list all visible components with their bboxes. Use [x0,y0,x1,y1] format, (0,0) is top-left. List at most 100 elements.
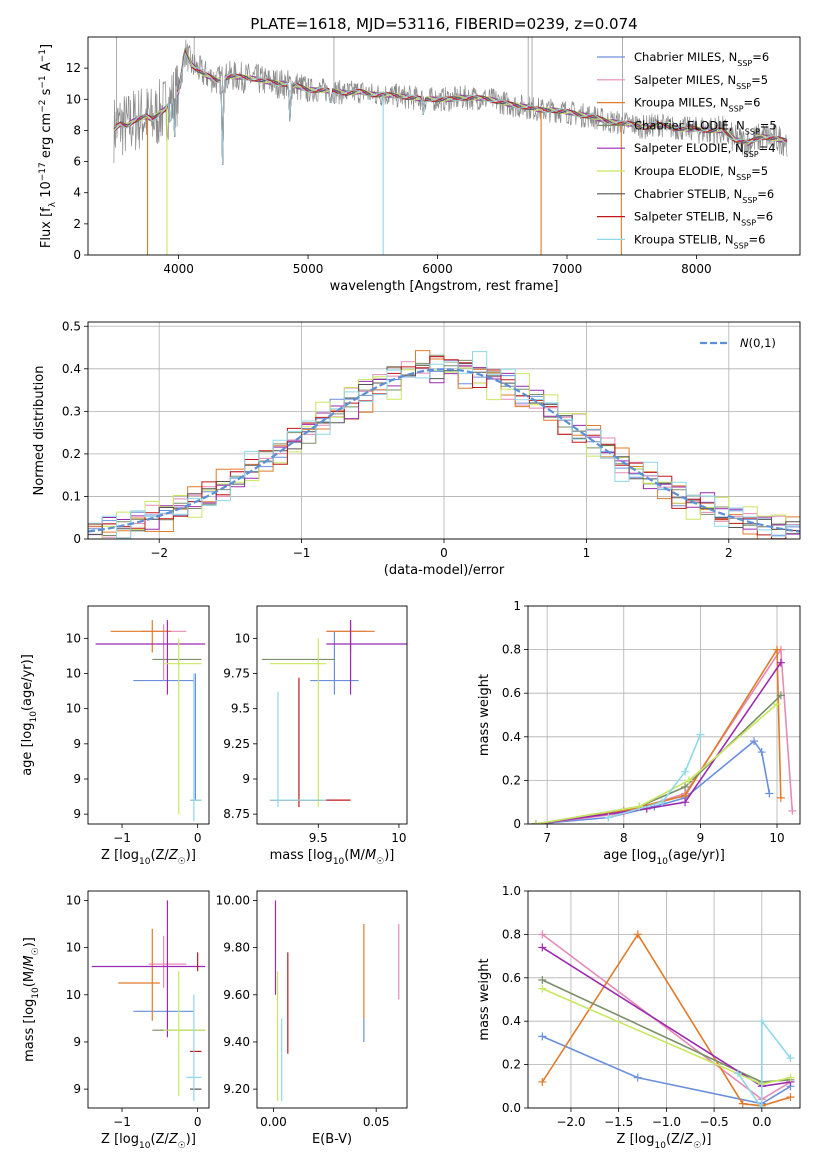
y-tick-label: 0 [513,817,521,831]
y-tick-label: 0.5 [62,319,81,333]
y-tick-label: 0.4 [502,1014,521,1028]
y-tick-label: 10 [66,893,81,907]
y-axis-label: Normed distribution [32,366,47,496]
data-point [733,1069,742,1078]
plot-area [274,900,400,1101]
data-point [786,1073,795,1082]
y-tick-label: 0.2 [502,773,521,787]
panel-mass_vs_EBV: 0.00 0.05 9.20 9.40 9.60 9.80 10.00 E(B-V) [216,890,408,1147]
x-axis-label: Z [log10(Z/Z☉)] [617,1132,712,1151]
y-tick-label: 10 [66,631,81,645]
data-point [776,658,785,667]
x-axis-label: E(B-V) [312,1132,352,1147]
data-point [773,645,782,654]
legend-label: N(0,1) [740,336,776,350]
x-tick-label: 8000 [681,262,712,276]
histogram-chabrier-elodie [88,354,800,536]
x-tick-label: 0.0 [752,1115,771,1129]
y-tick-label: 0.8 [502,643,521,657]
x-tick-label: −1.5 [604,1115,633,1129]
plot-area [538,930,795,1108]
x-tick-label: 0 [194,1115,202,1129]
x-tick-label: −1 [113,831,131,845]
y-tick-label: 0.6 [502,686,521,700]
y-tick-label: 9.80 [223,941,250,955]
data-point [604,813,613,822]
legend-label: Kroupa ELODIE, NSSP=5 [634,164,768,182]
y-axis-label: Flux [fλ 10−17 erg cm−2 s−1 A−1] [38,44,58,248]
y-tick-label: 10.00 [216,893,250,907]
legend-label: Chabrier STELIB, NSSP=6 [634,187,774,205]
x-tick-label: −0.5 [700,1115,729,1129]
panel-massweight_vs_Z: −2.0 −1.5 −1.0 −0.5 0.0 0.0 0.2 0.4 0.6 0.8 1.0 Z [… [477,884,801,1151]
y-tick-label: 0.1 [62,489,81,503]
data-point [531,820,540,824]
data-point [788,806,797,815]
x-tick-label: 9 [697,831,705,845]
y-tick-label: 9.25 [223,737,250,751]
x-tick-label: 7 [543,831,551,845]
data-point [658,798,667,807]
y-axis-label: age [log10(age/yr)] [20,654,39,776]
axes-frame [527,605,801,825]
line-kroupa-stelib [608,734,702,819]
y-axis-label: mass weight [477,958,492,1040]
data-point [538,984,547,993]
x-tick-label: −2.0 [556,1115,585,1129]
data-point [738,1099,747,1108]
model-salpeter-stelib [113,49,788,165]
x-tick-label: −1.0 [652,1115,681,1129]
data-point [681,782,690,791]
plot-area [261,620,407,808]
data-point [681,798,690,807]
legend-label: Salpeter MILES, NSSP=5 [634,73,768,91]
x-tick-label: 9.5 [309,831,328,845]
histogram-salpeter-stelib [88,356,800,539]
legend-label: Kroupa STELIB, NSSP=6 [634,232,765,250]
y-tick-label: 9.60 [223,988,250,1002]
figure-title: PLATE=1618, MJD=53116, FIBERID=0239, z=0… [250,15,637,33]
panel-age_vs_mass: 9.5 10 8.75 9 9.25 9.5 9.75 10 mass [log10(M/M☉)… [223,605,408,867]
y-tick-label: 1.0 [502,884,521,898]
y-tick-label: 9.75 [223,667,250,681]
legend-label: Chabrier ELODIE, NSSP=5 [634,118,777,136]
data-point [684,776,693,785]
plot-area [113,37,788,255]
y-tick-label: 12 [66,61,81,75]
x-axis-label: wavelength [Angstrom, rest frame] [330,279,559,294]
y-tick-label: 9 [73,772,81,786]
y-tick-label: 9.20 [223,1082,250,1096]
data-point [538,1032,547,1041]
plot-area [88,350,800,539]
x-tick-label: −2 [150,546,168,560]
plot-area [531,645,797,824]
y-tick-label: 1 [513,599,521,613]
data-point [757,748,766,757]
y-tick-label: 0 [73,532,81,546]
axes-frame [256,605,408,825]
y-tick-label: 0.8 [502,927,521,941]
y-tick-label: 0 [73,248,81,262]
y-tick-label: 9.40 [223,1035,250,1049]
x-tick-label: 8 [620,831,628,845]
axes-frame [87,321,801,540]
line-kroupa-stelib [737,1018,792,1108]
x-axis-label: Z [log10(Z/Z☉)] [101,848,196,867]
axes-frame [87,605,210,825]
y-tick-label: 0.0 [502,1101,521,1115]
panel-mass_vs_Z: −1 0 9 9 10 10 10 Z [log10(Z/Z☉)] mass [log10(M/… [22,890,210,1151]
x-tick-label: 0 [194,831,202,845]
x-tick-label: 0.05 [363,1115,390,1129]
x-tick-label: 10 [391,831,406,845]
x-tick-label: 2 [725,546,733,560]
y-tick-label: 10 [66,988,81,1002]
data-point [538,930,547,939]
legend-label: Salpeter STELIB, NSSP=6 [634,210,773,228]
x-axis-label: age [log10(age/yr)] [603,848,725,867]
x-tick-label: 10 [769,831,784,845]
y-tick-label: 9 [242,772,250,786]
line-salpeter-elodie [535,662,782,824]
y-tick-label: 8 [73,123,81,137]
x-tick-label: −1 [293,546,311,560]
data-point [681,767,690,776]
